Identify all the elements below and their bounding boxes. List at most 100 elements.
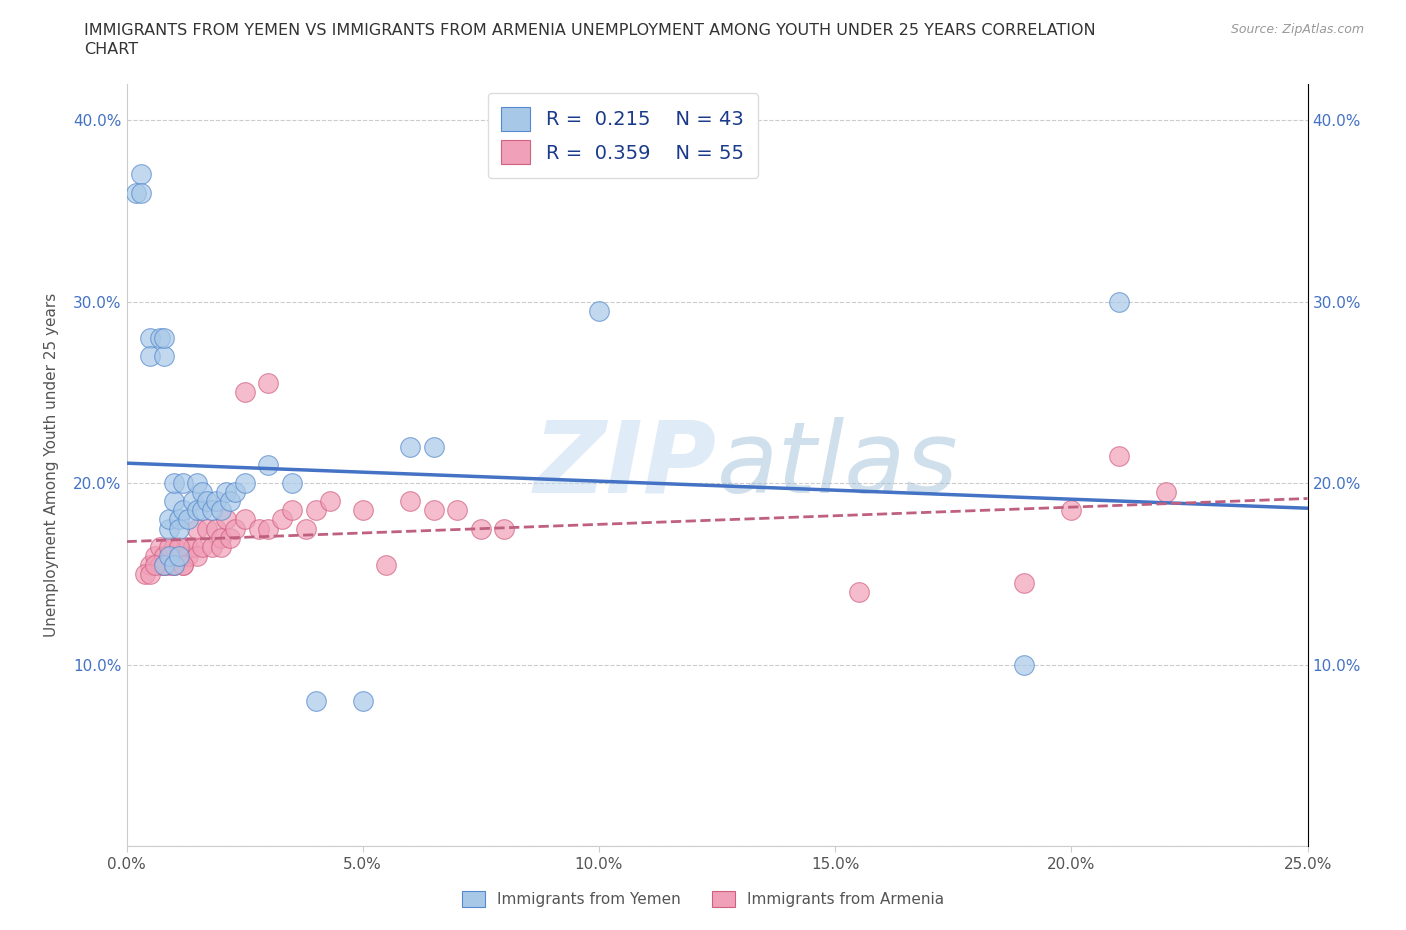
Point	[186, 476, 208, 491]
Point	[163, 494, 186, 509]
Point	[295, 521, 318, 536]
Point	[181, 539, 204, 554]
Point	[163, 557, 186, 572]
Point	[1154, 485, 1177, 499]
Point	[186, 549, 208, 564]
Point	[149, 330, 172, 345]
Point	[167, 512, 190, 527]
Point	[257, 458, 280, 472]
Point	[129, 167, 152, 182]
Point	[177, 512, 200, 527]
Point	[153, 349, 176, 364]
Point	[470, 521, 492, 536]
Point	[134, 566, 156, 581]
Point	[219, 530, 242, 545]
Point	[191, 539, 214, 554]
Point	[149, 539, 172, 554]
Point	[167, 549, 190, 564]
Point	[157, 539, 180, 554]
Point	[143, 549, 166, 564]
Point	[143, 557, 166, 572]
Point	[1108, 294, 1130, 309]
Point	[304, 694, 326, 709]
Point	[186, 521, 208, 536]
Point	[153, 557, 176, 572]
Point	[1108, 448, 1130, 463]
Point	[153, 557, 176, 572]
Point	[157, 549, 180, 564]
Point	[157, 512, 180, 527]
Point	[195, 494, 218, 509]
Point	[163, 539, 186, 554]
Point	[139, 330, 162, 345]
Point	[139, 557, 162, 572]
Point	[177, 539, 200, 554]
Point	[281, 476, 304, 491]
Text: atlas: atlas	[717, 417, 959, 513]
Point	[1060, 503, 1083, 518]
Point	[209, 530, 232, 545]
Point	[399, 494, 422, 509]
Point	[172, 503, 194, 518]
Point	[1012, 658, 1035, 672]
Point	[422, 439, 444, 454]
Point	[215, 485, 238, 499]
Point	[195, 521, 218, 536]
Point	[153, 330, 176, 345]
Point	[205, 521, 228, 536]
Point	[172, 557, 194, 572]
Text: CHART: CHART	[84, 42, 138, 57]
Point	[172, 557, 194, 572]
Point	[352, 694, 374, 709]
Point	[177, 549, 200, 564]
Point	[422, 503, 444, 518]
Point	[167, 539, 190, 554]
Point	[163, 557, 186, 572]
Point	[281, 503, 304, 518]
Point	[399, 439, 422, 454]
Point	[200, 503, 222, 518]
Point	[247, 521, 270, 536]
Point	[157, 521, 180, 536]
Point	[224, 485, 246, 499]
Point	[149, 557, 172, 572]
Point	[167, 521, 190, 536]
Point	[1012, 576, 1035, 591]
Point	[848, 585, 870, 600]
Text: Source: ZipAtlas.com: Source: ZipAtlas.com	[1230, 23, 1364, 36]
Point	[181, 494, 204, 509]
Point	[352, 503, 374, 518]
Point	[139, 349, 162, 364]
Point	[209, 503, 232, 518]
Point	[157, 557, 180, 572]
Point	[257, 376, 280, 391]
Point	[233, 476, 256, 491]
Point	[233, 385, 256, 400]
Point	[186, 503, 208, 518]
Point	[125, 185, 148, 200]
Point	[318, 494, 340, 509]
Point	[200, 539, 222, 554]
Point	[588, 303, 610, 318]
Point	[257, 521, 280, 536]
Legend: R =  0.215    N = 43, R =  0.359    N = 55: R = 0.215 N = 43, R = 0.359 N = 55	[488, 93, 758, 178]
Point	[167, 549, 190, 564]
Point	[191, 485, 214, 499]
Point	[163, 476, 186, 491]
Point	[233, 512, 256, 527]
Point	[129, 185, 152, 200]
Point	[224, 521, 246, 536]
Point	[304, 503, 326, 518]
Point	[215, 512, 238, 527]
Text: IMMIGRANTS FROM YEMEN VS IMMIGRANTS FROM ARMENIA UNEMPLOYMENT AMONG YOUTH UNDER : IMMIGRANTS FROM YEMEN VS IMMIGRANTS FROM…	[84, 23, 1097, 38]
Point	[191, 503, 214, 518]
Point	[153, 549, 176, 564]
Y-axis label: Unemployment Among Youth under 25 years: Unemployment Among Youth under 25 years	[45, 293, 59, 637]
Point	[172, 476, 194, 491]
Point	[163, 557, 186, 572]
Point	[446, 503, 468, 518]
Point	[271, 512, 294, 527]
Point	[209, 539, 232, 554]
Text: ZIP: ZIP	[534, 417, 717, 513]
Legend: Immigrants from Yemen, Immigrants from Armenia: Immigrants from Yemen, Immigrants from A…	[456, 884, 950, 913]
